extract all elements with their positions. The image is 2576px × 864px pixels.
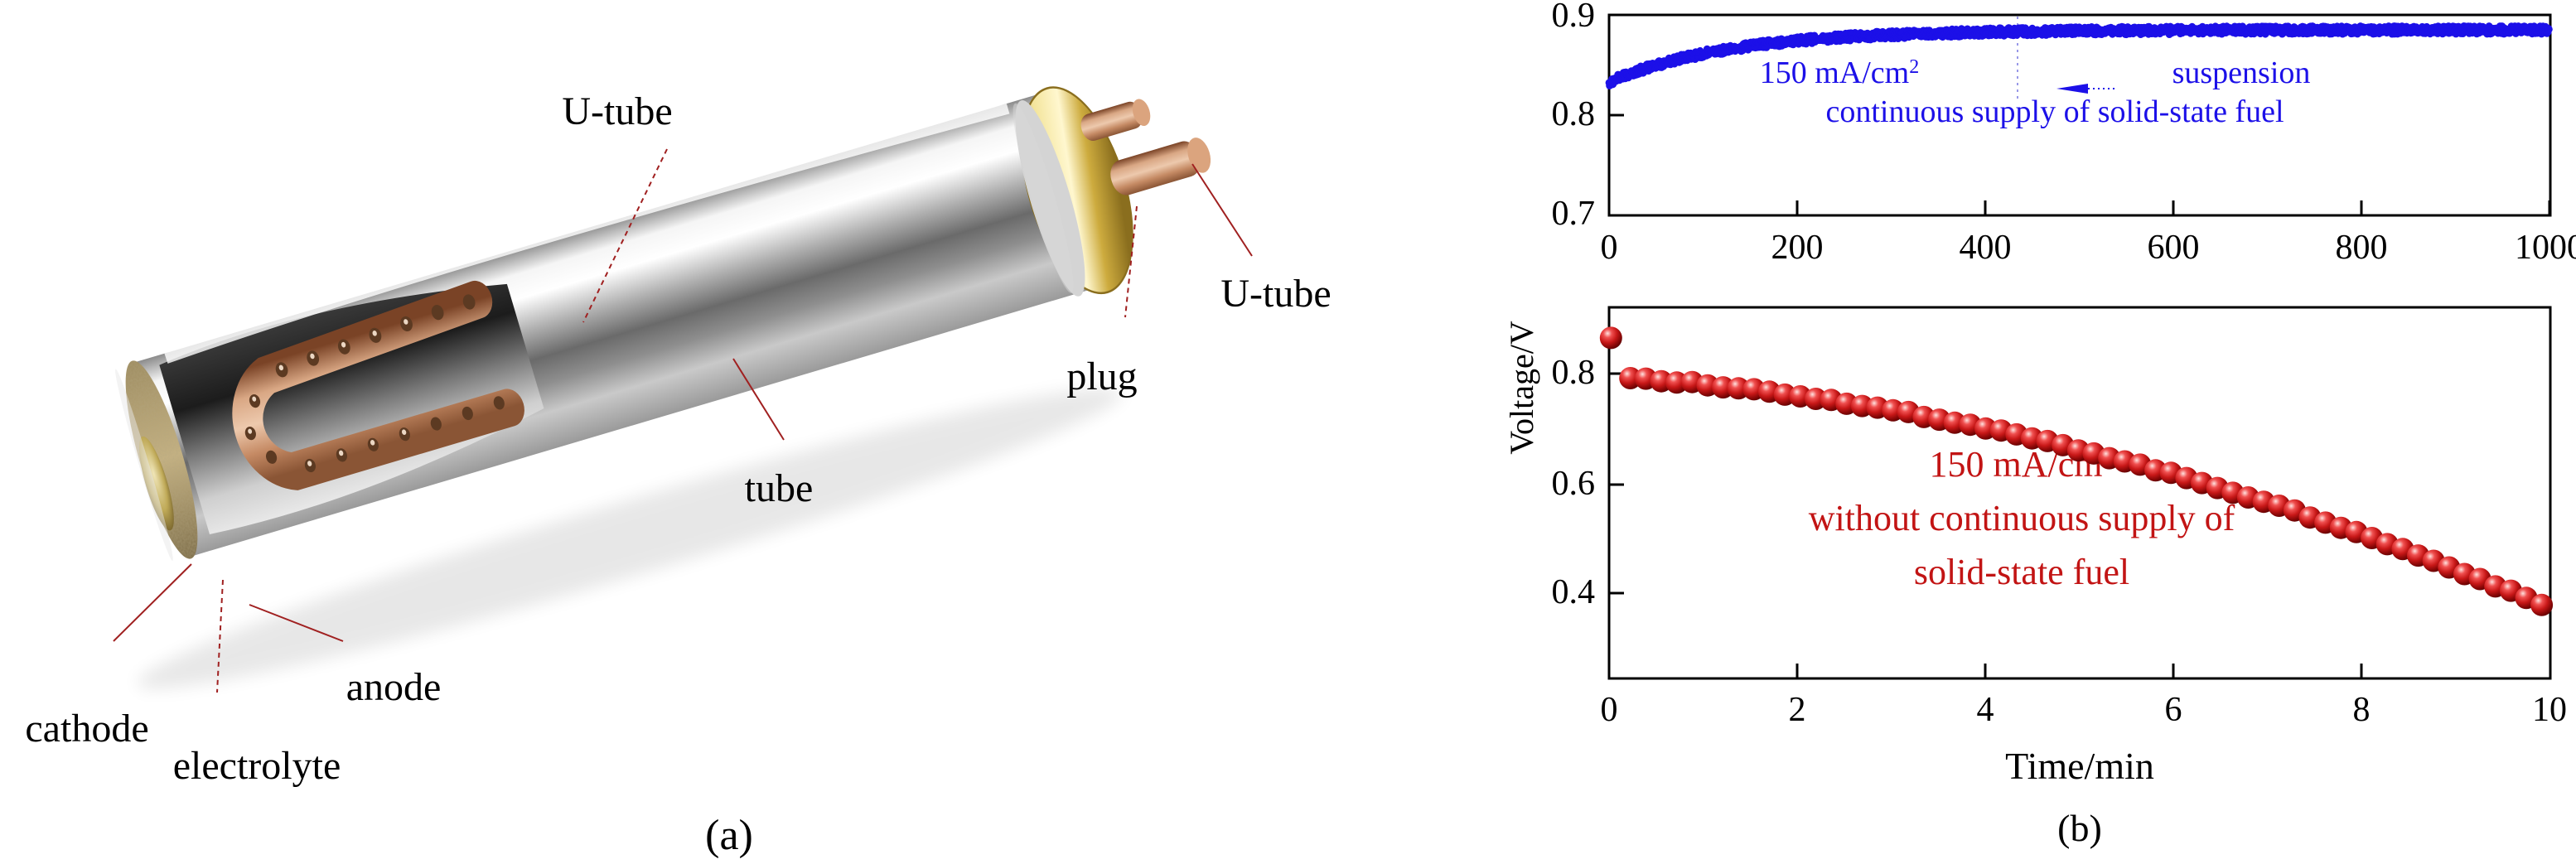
svg-text:800: 800 bbox=[2336, 229, 2388, 267]
svg-text:0.9: 0.9 bbox=[1552, 0, 1596, 35]
svg-text:tube: tube bbox=[745, 466, 814, 510]
svg-text:suspension: suspension bbox=[2172, 56, 2311, 90]
svg-text:400: 400 bbox=[1960, 229, 2012, 267]
svg-text:4: 4 bbox=[1977, 691, 1994, 729]
svg-text:0.8: 0.8 bbox=[1552, 95, 1596, 133]
svg-text:U-tube: U-tube bbox=[562, 89, 672, 133]
svg-text:150 mA/cm2: 150 mA/cm2 bbox=[1760, 56, 1919, 90]
svg-text:Time/min: Time/min bbox=[2005, 745, 2154, 787]
svg-text:plug: plug bbox=[1066, 355, 1137, 398]
svg-text:continuous supply of solid-sta: continuous supply of solid-state fuel bbox=[1825, 94, 2284, 129]
svg-text:10: 10 bbox=[2532, 691, 2567, 729]
svg-text:1000: 1000 bbox=[2515, 229, 2576, 267]
svg-text:0.8: 0.8 bbox=[1552, 354, 1596, 392]
svg-text:2: 2 bbox=[1789, 691, 1806, 729]
svg-text:(b): (b) bbox=[2057, 807, 2102, 849]
svg-text:without continuous supply of: without continuous supply of bbox=[1809, 498, 2235, 538]
svg-text:8: 8 bbox=[2353, 691, 2371, 729]
svg-text:0.6: 0.6 bbox=[1552, 465, 1596, 503]
svg-text:600: 600 bbox=[2148, 229, 2200, 267]
svg-text:Voltage/V: Voltage/V bbox=[1508, 321, 1540, 455]
svg-text:6: 6 bbox=[2165, 691, 2182, 729]
svg-text:0.7: 0.7 bbox=[1552, 195, 1596, 233]
svg-text:cathode: cathode bbox=[25, 707, 148, 751]
svg-text:200: 200 bbox=[1771, 229, 1824, 267]
svg-text:anode: anode bbox=[346, 665, 442, 709]
svg-text:electrolyte: electrolyte bbox=[173, 744, 341, 788]
svg-text:0.4: 0.4 bbox=[1552, 573, 1596, 611]
svg-text:solid-state fuel: solid-state fuel bbox=[1914, 552, 2129, 592]
svg-text:U-tube: U-tube bbox=[1220, 272, 1331, 316]
svg-text:0: 0 bbox=[1601, 229, 1618, 267]
svg-text:(a): (a) bbox=[705, 812, 753, 859]
svg-text:0: 0 bbox=[1601, 691, 1618, 729]
